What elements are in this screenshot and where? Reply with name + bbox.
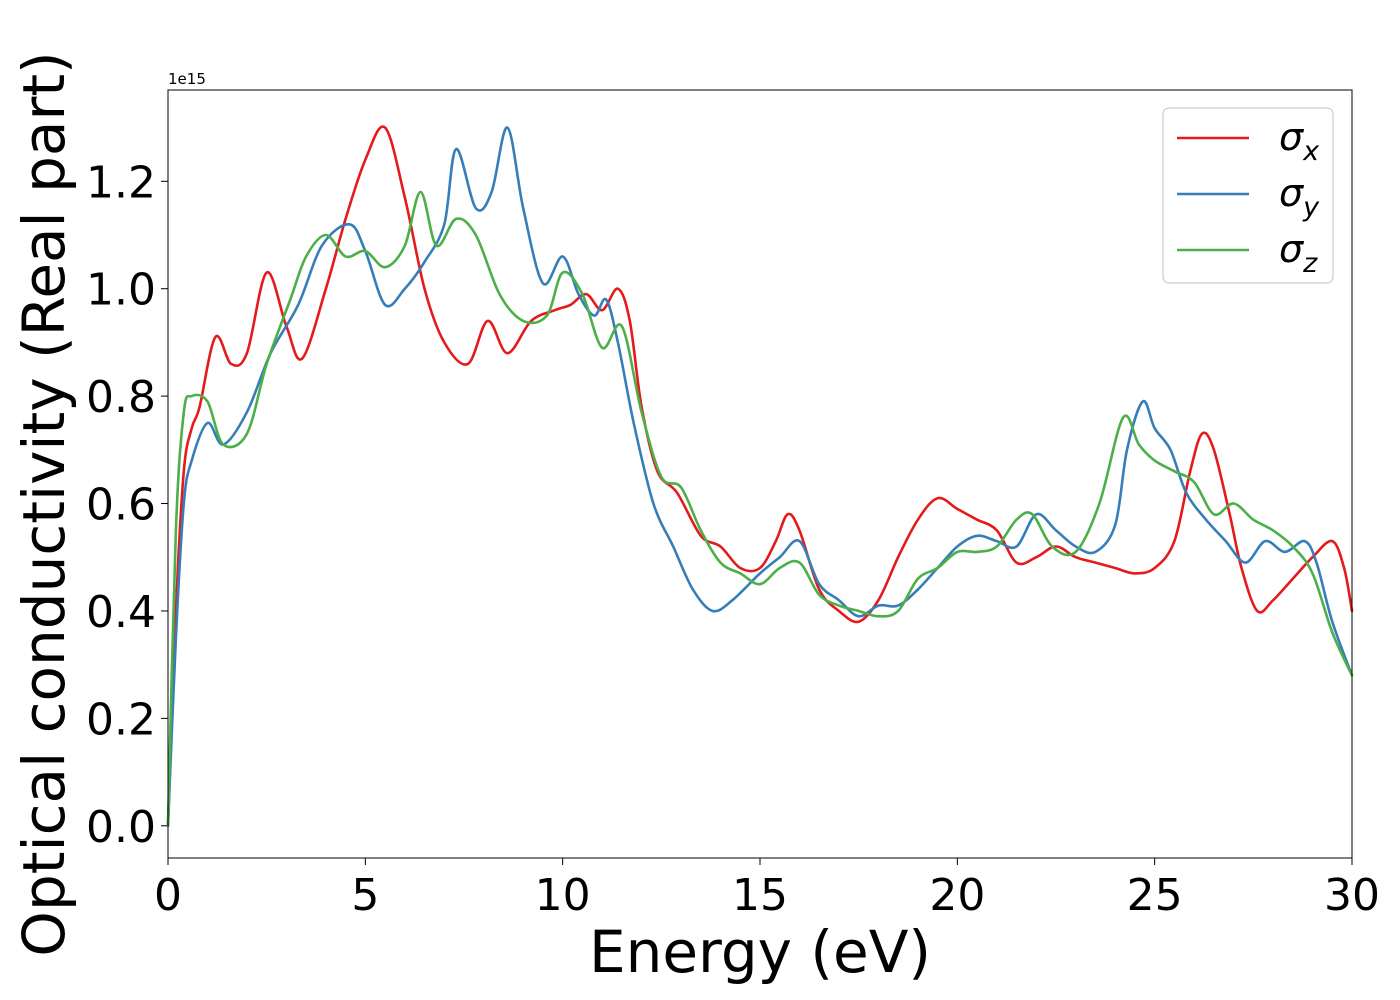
x-tick-label: 25	[1127, 870, 1183, 921]
y-axis-label: Optical conductivity (Real part)	[10, 51, 78, 956]
y-tick-label: 1.0	[86, 265, 156, 316]
plot-frame	[167, 89, 1353, 859]
x-tick-label: 10	[535, 870, 591, 921]
x-tick-label: 30	[1324, 870, 1380, 921]
legend-label: σy	[1279, 171, 1320, 223]
y-tick-label: 0.4	[86, 587, 156, 638]
series-line-y	[166, 126, 1354, 828]
x-tick-label: 5	[351, 870, 379, 921]
y-tick-label: 0.8	[86, 372, 156, 423]
y-tick-label: 0.0	[86, 802, 156, 853]
x-axis-label: Energy (eV)	[589, 918, 931, 986]
x-tick-label: 15	[732, 870, 788, 921]
series-line-x	[166, 125, 1354, 828]
y-tick-label: 1.2	[86, 157, 156, 208]
y-tick-label: 0.6	[86, 480, 156, 531]
series-line-z	[166, 190, 1354, 828]
x-tick-label: 0	[154, 870, 182, 921]
y-tick-label: 0.2	[86, 694, 156, 745]
x-axis-ticks: 0 5 10 15 20 25 30	[154, 858, 1380, 921]
y-scale-label: 1e15	[168, 70, 206, 88]
plot-background	[168, 90, 1352, 858]
legend-box	[1162, 107, 1334, 284]
legend-label: σx	[1279, 115, 1320, 167]
legend-label: σz	[1279, 227, 1318, 279]
y-axis-ticks: 0.0 0.2 0.4 0.6 0.8 1.0 1.2	[86, 157, 168, 853]
x-tick-label: 20	[929, 870, 985, 921]
series-lines	[166, 125, 1354, 828]
